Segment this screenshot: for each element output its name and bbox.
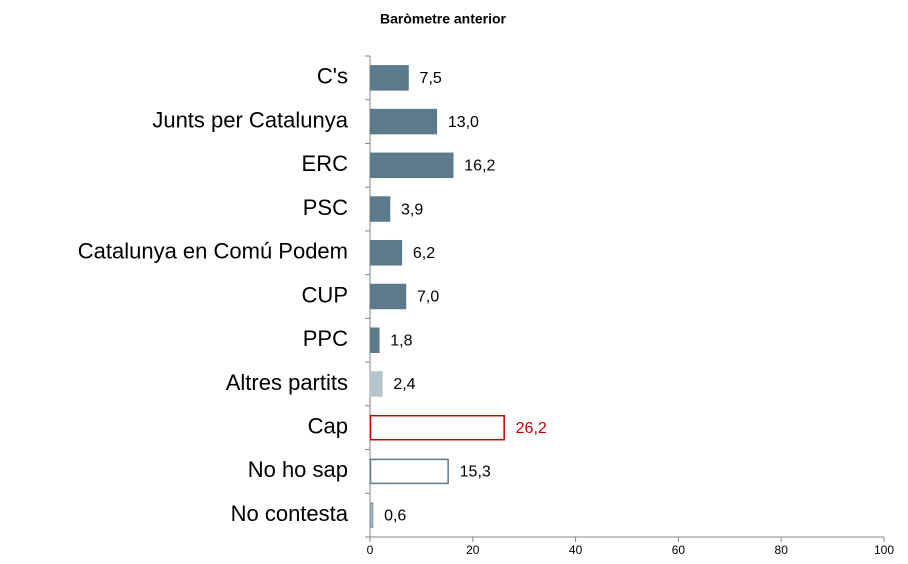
category-label: No contesta	[231, 501, 349, 526]
category-label: CUP	[302, 282, 348, 307]
category-label: Cap	[308, 413, 348, 438]
category-label: C's	[317, 64, 348, 89]
bar	[369, 152, 454, 179]
value-label: 7,0	[417, 289, 439, 306]
bar	[369, 458, 449, 485]
bar	[369, 327, 380, 353]
x-tick-label: 40	[569, 543, 583, 557]
chart-title: Baròmetre anterior	[380, 11, 507, 27]
category-label: Junts per Catalunya	[152, 107, 348, 132]
value-label: 16,2	[464, 158, 495, 175]
x-tick-label: 20	[466, 543, 480, 557]
category-label: No ho sap	[248, 457, 348, 482]
value-label: 6,2	[413, 245, 435, 262]
value-label: 2,4	[393, 376, 415, 393]
value-label: 3,9	[401, 201, 423, 218]
x-tick-label: 100	[874, 543, 894, 557]
bar	[369, 414, 505, 441]
x-tick-label: 0	[367, 543, 374, 557]
bar	[369, 371, 383, 397]
bar	[369, 196, 391, 222]
value-label: 26,2	[516, 420, 547, 437]
bar	[369, 502, 374, 528]
value-label: 7,5	[420, 70, 442, 87]
category-label: PSC	[303, 195, 348, 220]
category-label: Altres partits	[226, 370, 348, 395]
category-label: Catalunya en Comú Podem	[78, 239, 348, 264]
value-label: 13,0	[448, 114, 479, 131]
value-label: 1,8	[390, 332, 412, 349]
bar	[369, 108, 438, 135]
category-label: ERC	[302, 151, 349, 176]
x-tick-label: 60	[672, 543, 686, 557]
category-label: PPC	[303, 326, 348, 351]
bar	[369, 65, 409, 91]
bar	[369, 283, 407, 310]
x-tick-label: 80	[775, 543, 789, 557]
bar	[369, 240, 403, 266]
value-label: 0,6	[384, 507, 406, 524]
value-label: 15,3	[460, 464, 491, 481]
